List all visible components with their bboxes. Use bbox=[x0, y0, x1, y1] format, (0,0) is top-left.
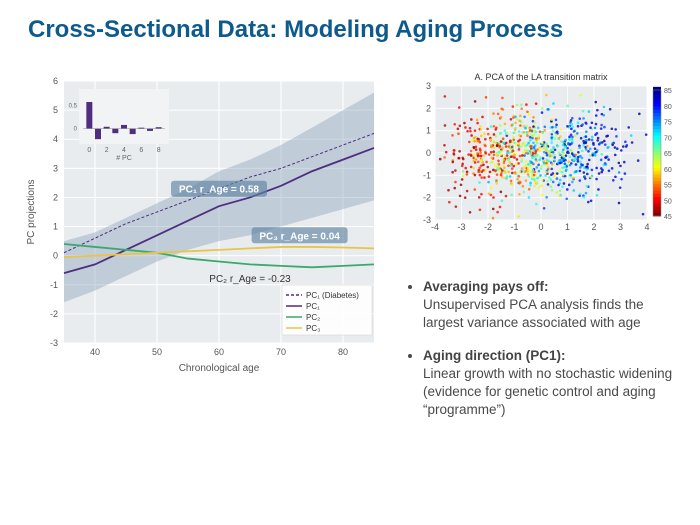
svg-text:80: 80 bbox=[664, 104, 672, 111]
svg-text:0: 0 bbox=[538, 222, 543, 232]
svg-text:2: 2 bbox=[105, 147, 109, 154]
svg-text:80: 80 bbox=[338, 347, 348, 357]
svg-text:5: 5 bbox=[53, 105, 58, 115]
svg-text:70: 70 bbox=[276, 347, 286, 357]
svg-text:2: 2 bbox=[591, 222, 596, 232]
svg-text:0.5: 0.5 bbox=[69, 104, 78, 110]
svg-text:60: 60 bbox=[664, 167, 672, 174]
svg-text:PC₂: PC₂ bbox=[306, 313, 320, 322]
svg-text:85: 85 bbox=[664, 88, 672, 95]
svg-text:1: 1 bbox=[426, 126, 431, 136]
svg-text:1: 1 bbox=[53, 222, 58, 232]
svg-text:-3: -3 bbox=[423, 215, 431, 225]
svg-text:6: 6 bbox=[53, 76, 58, 86]
svg-text:0: 0 bbox=[87, 147, 91, 154]
svg-text:PC projections: PC projections bbox=[26, 179, 37, 244]
svg-text:-2: -2 bbox=[484, 222, 492, 232]
svg-text:50: 50 bbox=[152, 347, 162, 357]
svg-text:# PC: # PC bbox=[116, 155, 132, 162]
svg-text:45: 45 bbox=[664, 214, 672, 221]
svg-text:-1: -1 bbox=[423, 170, 431, 180]
svg-text:-3: -3 bbox=[50, 338, 58, 348]
svg-text:0: 0 bbox=[53, 251, 58, 261]
svg-text:4: 4 bbox=[122, 147, 126, 154]
svg-text:PC₃ r_Age = 0.04: PC₃ r_Age = 0.04 bbox=[259, 231, 340, 242]
svg-text:70: 70 bbox=[664, 135, 672, 142]
svg-text:65: 65 bbox=[664, 151, 672, 158]
svg-text:-2: -2 bbox=[50, 309, 58, 319]
svg-text:2: 2 bbox=[426, 103, 431, 113]
svg-text:3: 3 bbox=[53, 163, 58, 173]
svg-text:8: 8 bbox=[157, 147, 161, 154]
bullet-item: Aging direction (PC1): Linear growth wit… bbox=[423, 347, 683, 420]
bullet-bold: Averaging pays off: bbox=[423, 279, 549, 294]
slide-title: Cross-Sectional Data: Modeling Aging Pro… bbox=[28, 16, 563, 44]
svg-text:4: 4 bbox=[53, 134, 58, 144]
pca-scatter-chart: A. PCA of the LA transition matrix-4-3-2… bbox=[405, 70, 675, 238]
bullet-list: Averaging pays off: Unsupervised PCA ana… bbox=[405, 278, 683, 434]
svg-text:3: 3 bbox=[426, 81, 431, 91]
svg-text:40: 40 bbox=[90, 347, 100, 357]
svg-text:0: 0 bbox=[426, 148, 431, 158]
svg-text:-2: -2 bbox=[423, 193, 431, 203]
pc-projections-chart: 4050607080-3-2-10123456Chronological age… bbox=[22, 75, 382, 375]
svg-text:4: 4 bbox=[644, 222, 649, 232]
svg-text:75: 75 bbox=[664, 120, 672, 127]
svg-text:60: 60 bbox=[214, 347, 224, 357]
svg-text:2: 2 bbox=[53, 192, 58, 202]
bullet-item: Averaging pays off: Unsupervised PCA ana… bbox=[423, 278, 683, 333]
svg-text:Chronological age: Chronological age bbox=[179, 363, 260, 374]
svg-text:PC₂ r_Age = -0.23: PC₂ r_Age = -0.23 bbox=[209, 274, 291, 285]
svg-text:1: 1 bbox=[565, 222, 570, 232]
svg-text:-3: -3 bbox=[457, 222, 465, 232]
svg-text:PC₃: PC₃ bbox=[306, 324, 320, 333]
bullet-body: Linear growth with no stochastic widenin… bbox=[423, 366, 672, 417]
svg-text:-1: -1 bbox=[510, 222, 518, 232]
bullet-body: Unsupervised PCA analysis finds the larg… bbox=[423, 297, 644, 330]
svg-text:50: 50 bbox=[664, 198, 672, 205]
svg-text:A. PCA of the LA transition ma: A. PCA of the LA transition matrix bbox=[474, 72, 608, 82]
svg-text:3: 3 bbox=[618, 222, 623, 232]
svg-text:PC₁ (Diabetes): PC₁ (Diabetes) bbox=[306, 291, 359, 300]
svg-text:55: 55 bbox=[664, 183, 672, 190]
svg-text:PC₁ r_Age = 0.58: PC₁ r_Age = 0.58 bbox=[179, 185, 259, 196]
svg-text:6: 6 bbox=[139, 147, 143, 154]
svg-text:PC₁: PC₁ bbox=[306, 302, 320, 311]
bullet-bold: Aging direction (PC1): bbox=[423, 348, 566, 363]
svg-text:-1: -1 bbox=[50, 280, 58, 290]
svg-text:-4: -4 bbox=[431, 222, 439, 232]
